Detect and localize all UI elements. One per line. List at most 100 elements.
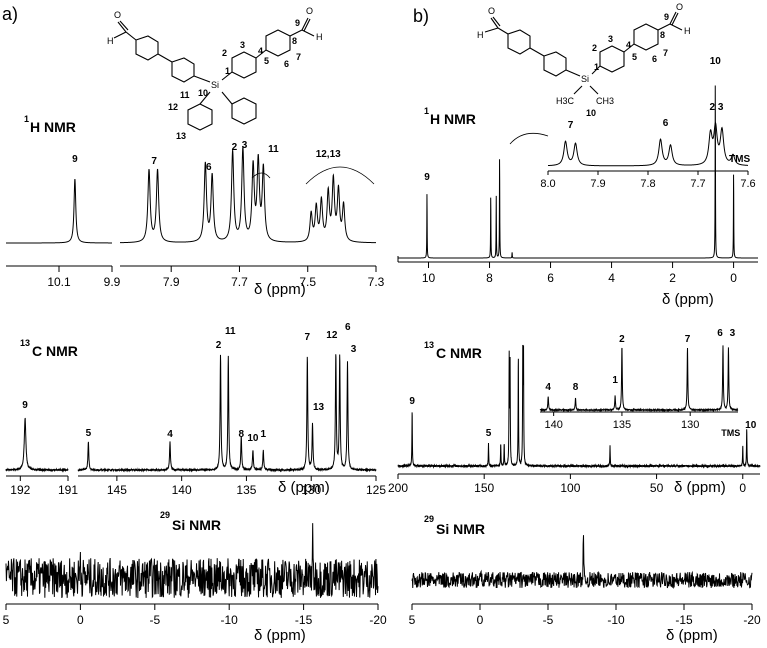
atom-number-3-b: 3 (608, 34, 613, 44)
peak-label-a-c13-13: 13 (313, 402, 325, 413)
peak-label-a-c13-1: 1 (260, 429, 266, 440)
peak-label-a-c13-2: 2 (216, 340, 222, 351)
atom-number-8-b: 8 (660, 30, 665, 40)
axis-b-h1-tick-label: 10 (422, 271, 436, 285)
peak-label-a-c13-7: 7 (305, 332, 311, 343)
peak-label-a-c13-10: 10 (247, 433, 259, 444)
spectra-layer (5, 85, 761, 599)
atom-h-right-b: H (684, 26, 691, 36)
axis-a-h1-left-tick-label: 9.9 (104, 275, 121, 289)
molecule-structure-a: H O Si O H 9 1 2 3 4 5 6 7 8 (107, 6, 323, 141)
peak-label-a-c13-8: 8 (238, 429, 244, 440)
atom-number-12-a: 12 (168, 102, 178, 112)
title-a-si29-sup: 29 (160, 510, 170, 520)
atom-number-5-a: 5 (264, 56, 269, 66)
axis-b-h1-tick-label: 6 (547, 271, 554, 285)
axis-a-c13-left-tick-label: 192 (10, 483, 30, 497)
peak-label-b-h1-inset-2-3: 2 3 (710, 102, 724, 113)
xlabel-a-c13: δ (ppm) (278, 479, 330, 496)
peak-label-a-c13-5: 5 (86, 428, 92, 439)
title-a-c13-sup: 13 (20, 338, 30, 348)
axis-a-si29-tick-label: -10 (221, 613, 239, 627)
atom-number-10-b: 10 (586, 108, 596, 118)
atom-number-6-a: 6 (284, 59, 289, 69)
peak-label-b-h1-inset-7: 7 (568, 120, 574, 131)
arc-b-aromatic (509, 132, 549, 145)
atom-number-3-a: 3 (240, 40, 245, 50)
peak-label-a-h1-9: 9 (72, 154, 78, 165)
axis-a-h1-right-tick-label: 7.9 (163, 275, 180, 289)
peak-label-b-c13-inset-7: 7 (685, 334, 691, 345)
xlabel-b-si29: δ (ppm) (666, 627, 718, 644)
panel-label-a: a) (2, 4, 18, 24)
axis-a-h1-right-tick-label: 7.3 (368, 275, 385, 289)
title-a-si29: 29 Si NMR (160, 510, 221, 533)
atom-number-5-b: 5 (632, 52, 637, 62)
spectrum-a-c13-left (5, 417, 69, 473)
atom-number-1-a: 1 (225, 66, 230, 76)
peak-label-a-c13-3: 3 (351, 344, 357, 355)
atom-h-left-a: H (107, 36, 114, 46)
peak-label-a-h1-7: 7 (151, 156, 157, 167)
xlabel-a-h1: δ (ppm) (254, 281, 306, 298)
xlabel-b-h1: δ (ppm) (662, 291, 714, 308)
spectrum-a-h1-left (6, 178, 112, 244)
axis-b-si29-tick-label: -5 (543, 613, 554, 627)
title-a-h1-main: H NMR (30, 119, 76, 135)
peak-label-a-h1-11: 11 (268, 144, 279, 155)
atom-o-left-b: O (488, 6, 495, 16)
peak-label-b-h1-inset-6: 6 (663, 118, 669, 129)
peak-label-a-c13-9: 9 (22, 400, 28, 411)
peak-label-b-c13-inset-4: 4 (545, 382, 551, 393)
atom-number-10-a: 10 (198, 88, 208, 98)
peak-label-b-c13-5: 5 (486, 428, 492, 439)
axis-a-h1-right-tick-label: 7.5 (299, 275, 316, 289)
axis-b-c13-tick-label: 150 (474, 481, 494, 495)
title-b-si29: 29 Si NMR (424, 514, 485, 537)
peak-label-b-h1-TMS: TMS (729, 154, 750, 165)
axis-b-si29-tick-label: 0 (477, 613, 484, 627)
atom-methyl-right-b: CH3 (596, 96, 614, 106)
atom-si-a: Si (211, 80, 219, 90)
axis-b-si29-tick-label: -10 (607, 613, 625, 627)
axis-a-si29-tick-label: -20 (369, 613, 387, 627)
atom-methyl-left-b: H3C (556, 96, 575, 106)
axis-b-h1-tick-label: 4 (608, 271, 615, 285)
atom-number-4-a: 4 (258, 46, 263, 56)
title-b-h1-sup: 1 (424, 106, 429, 116)
atom-number-7-a: 7 (296, 52, 301, 62)
peak-label-b-c13-inset-3: 3 (730, 328, 736, 339)
axis-b-h1-inset-tick-label: 7.7 (690, 178, 705, 190)
axis-a-si29-tick-label: -15 (295, 613, 313, 627)
axis-b-c13-inset-tick-label: 140 (544, 419, 562, 431)
axis-b-c13-tick-label: 0 (739, 481, 746, 495)
axis-b-c13-tick-label: 200 (388, 481, 408, 495)
axis-b-h1-inset-tick-label: 7.6 (740, 178, 755, 190)
atom-si-b: Si (581, 74, 589, 84)
axis-b-c13-inset-tick-label: 135 (613, 419, 631, 431)
peak-label-b-c13-inset-1: 1 (612, 375, 618, 386)
axis-a-si29-tick-label: 0 (77, 613, 84, 627)
title-b-c13-sup: 13 (424, 340, 434, 350)
axis-b-c13-inset-tick-label: 130 (681, 419, 699, 431)
peak-label-b-c13-inset-2: 2 (619, 334, 625, 345)
axis-b-si29-tick-label: -15 (675, 613, 693, 627)
atom-number-9-a: 9 (295, 18, 300, 28)
title-b-si29-main: Si NMR (436, 521, 485, 537)
title-a-c13: 13 C NMR (20, 338, 78, 359)
atom-number-2-b: 2 (592, 43, 597, 53)
axis-b-h1-inset-tick-label: 8.0 (540, 178, 555, 190)
title-a-c13-main: C NMR (32, 343, 78, 359)
peak-label-a-c13-4: 4 (167, 429, 173, 440)
axis-b-h1-tick-label: 2 (669, 271, 676, 285)
atom-h-right-a: H (316, 32, 323, 42)
peak-label-a-h1-12,13: 12,13 (316, 149, 341, 160)
axis-a-c13-right-tick-label: 140 (172, 483, 192, 497)
spectrum-b-c13 (397, 344, 761, 469)
arc-a-11 (251, 172, 271, 179)
atom-number-11-a: 11 (180, 90, 190, 100)
peak-label-b-h1-9: 9 (424, 172, 430, 183)
spectrum-b-h1-inset (547, 121, 749, 167)
spectrum-b-h1 (398, 85, 758, 259)
